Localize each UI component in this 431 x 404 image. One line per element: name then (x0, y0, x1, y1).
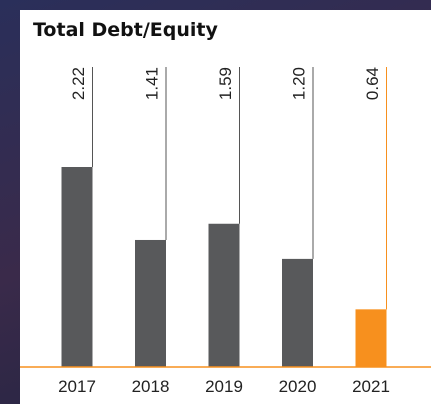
bar (135, 240, 166, 367)
value-label: 0.64 (363, 67, 382, 100)
value-label: 1.59 (216, 67, 235, 100)
value-label: 2.22 (69, 67, 88, 100)
x-tick-label: 2017 (58, 377, 96, 396)
page: Total Debt/Equity 2.22 2017 1.41 2018 1.59 20… (0, 0, 431, 404)
x-tick-label: 2021 (352, 377, 390, 396)
value-label: 1.41 (143, 67, 162, 100)
chart: Total Debt/Equity 2.22 2017 1.41 2018 1.59 20… (0, 0, 431, 404)
x-tick-label: 2020 (279, 377, 317, 396)
x-tick-label: 2018 (132, 377, 170, 396)
x-tick-label: 2019 (205, 377, 243, 396)
bar (282, 259, 313, 367)
chart-title: Total Debt/Equity (33, 19, 219, 41)
bar (62, 167, 93, 367)
bar (209, 224, 240, 367)
value-label: 1.20 (290, 67, 309, 100)
bar (356, 309, 387, 367)
